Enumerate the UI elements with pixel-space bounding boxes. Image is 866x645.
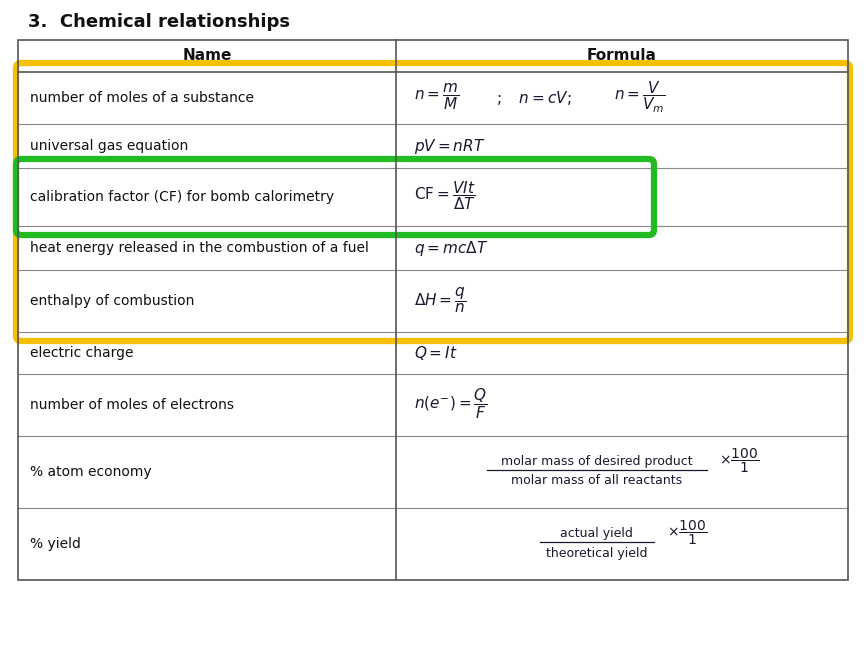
- Text: $q = mc\Delta T$: $q = mc\Delta T$: [414, 239, 488, 257]
- Bar: [18, 40, 848, 580]
- Text: $n =\dfrac{m}{M}$: $n =\dfrac{m}{M}$: [414, 82, 459, 112]
- Text: enthalpy of combustion: enthalpy of combustion: [30, 294, 194, 308]
- Text: heat energy released in the combustion of a fuel: heat energy released in the combustion o…: [30, 241, 369, 255]
- Text: $Q = It$: $Q = It$: [414, 344, 457, 362]
- Text: $\mathrm{CF} =\dfrac{VIt}{\Delta T}$: $\mathrm{CF} =\dfrac{VIt}{\Delta T}$: [414, 179, 475, 212]
- Text: % yield: % yield: [30, 537, 81, 551]
- Text: $n =\dfrac{V}{V_m}$: $n =\dfrac{V}{V_m}$: [614, 79, 665, 115]
- Text: number of moles of electrons: number of moles of electrons: [30, 398, 234, 412]
- Text: $\times\dfrac{100}{1}$: $\times\dfrac{100}{1}$: [719, 447, 759, 475]
- Text: $\times\dfrac{100}{1}$: $\times\dfrac{100}{1}$: [667, 519, 707, 547]
- Text: actual yield: actual yield: [560, 526, 633, 539]
- Text: theoretical yield: theoretical yield: [546, 546, 648, 559]
- Text: $pV = nRT$: $pV = nRT$: [414, 137, 485, 155]
- Text: molar mass of desired product: molar mass of desired product: [501, 455, 693, 468]
- Text: electric charge: electric charge: [30, 346, 133, 360]
- Text: Formula: Formula: [587, 48, 656, 63]
- Text: $n(e^{-}) =\dfrac{Q}{F}$: $n(e^{-}) =\dfrac{Q}{F}$: [414, 386, 488, 421]
- Text: molar mass of all reactants: molar mass of all reactants: [511, 475, 682, 488]
- Text: universal gas equation: universal gas equation: [30, 139, 188, 153]
- Text: Name: Name: [182, 48, 231, 63]
- Text: 3.  Chemical relationships: 3. Chemical relationships: [28, 13, 290, 31]
- Text: number of moles of a substance: number of moles of a substance: [30, 91, 254, 105]
- Text: calibration factor (CF) for bomb calorimetry: calibration factor (CF) for bomb calorim…: [30, 190, 334, 204]
- Text: $\Delta H =\dfrac{q}{n}$: $\Delta H =\dfrac{q}{n}$: [414, 285, 466, 315]
- Text: $;\quad n = cV;$: $;\quad n = cV;$: [495, 89, 572, 107]
- Text: % atom economy: % atom economy: [30, 465, 152, 479]
